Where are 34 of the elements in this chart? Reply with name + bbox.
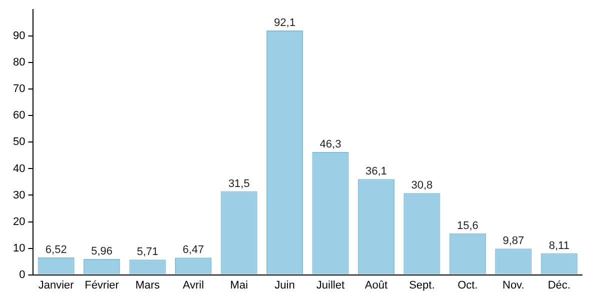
y-tick-label: 10 bbox=[12, 242, 26, 254]
data-label: 9,87 bbox=[502, 235, 524, 248]
y-tick-label: 70 bbox=[12, 83, 26, 96]
x-tick-label: Mars bbox=[135, 279, 160, 292]
x-tick-label: Mai bbox=[230, 279, 248, 292]
data-label: 46,3 bbox=[320, 138, 342, 151]
y-tick-label: 50 bbox=[12, 136, 26, 148]
y-tick-label: 0 bbox=[19, 268, 26, 281]
data-label: 30,8 bbox=[411, 180, 433, 192]
x-tick-label: Juin bbox=[274, 279, 295, 292]
x-tick-label: Août bbox=[364, 279, 388, 292]
data-label: 8,11 bbox=[548, 240, 570, 252]
y-tick-label: 90 bbox=[12, 30, 26, 42]
data-label: 15,6 bbox=[456, 220, 478, 232]
data-label: 31,5 bbox=[228, 178, 250, 190]
y-tick-label: 20 bbox=[12, 216, 26, 228]
x-tick-label: Janvier bbox=[38, 279, 74, 292]
data-label: 5,96 bbox=[91, 246, 113, 258]
y-tick-label: 30 bbox=[12, 189, 26, 202]
x-tick-label: Juillet bbox=[316, 279, 345, 292]
x-tick-label: Février bbox=[84, 279, 120, 292]
data-label: 6,47 bbox=[182, 244, 204, 256]
x-tick-label: Déc. bbox=[548, 279, 570, 292]
y-tick-label: 60 bbox=[12, 110, 26, 122]
x-tick-label: Oct. bbox=[458, 279, 478, 292]
y-tick-label: 80 bbox=[12, 56, 26, 69]
data-label: 6,52 bbox=[45, 244, 67, 256]
y-tick-label: 40 bbox=[12, 162, 26, 175]
data-label: 36,1 bbox=[366, 166, 387, 178]
data-label: 92,1 bbox=[274, 17, 296, 30]
x-tick-label: Nov. bbox=[502, 279, 524, 292]
x-tick-label: Avril bbox=[182, 279, 204, 292]
x-tick-label: Sept. bbox=[409, 279, 435, 292]
data-label: 5,71 bbox=[136, 246, 158, 258]
